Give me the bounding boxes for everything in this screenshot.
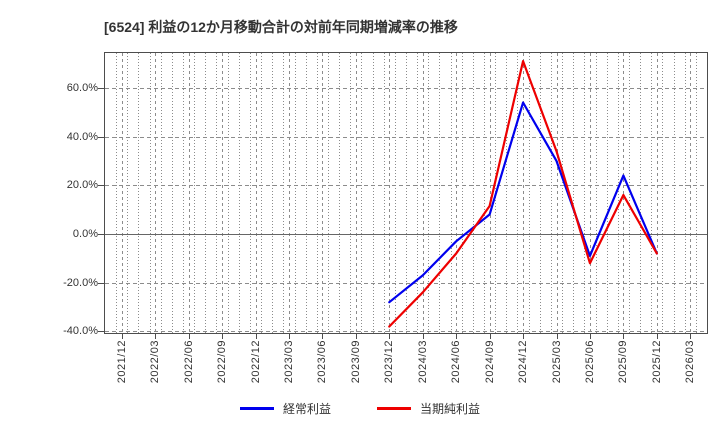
legend-item[interactable]: 当期純利益 xyxy=(377,400,480,417)
series-lines xyxy=(388,60,658,328)
y-axis-tick-label: -40.0% xyxy=(63,325,98,338)
x-axis-tick-mark xyxy=(623,334,624,339)
x-axis-tick-mark xyxy=(155,334,156,339)
x-axis-tick-label: 2023/06 xyxy=(316,340,329,384)
x-axis-tick-mark xyxy=(557,334,558,339)
x-axis-tick-mark xyxy=(322,334,323,339)
series-line xyxy=(388,60,658,328)
y-axis-tick-label: 60.0% xyxy=(66,81,98,94)
plot-svg xyxy=(105,53,707,333)
y-axis-tick-mark xyxy=(98,87,104,89)
x-axis-tick-mark xyxy=(423,334,424,339)
x-axis-tick-label: 2025/09 xyxy=(617,340,630,384)
x-axis-tick-mark xyxy=(690,334,691,339)
x-axis-tick-mark xyxy=(189,334,190,339)
y-axis-tick-label: 20.0% xyxy=(66,179,98,192)
x-axis-tick-label: 2022/03 xyxy=(149,340,162,384)
x-axis-tick-label: 2025/06 xyxy=(583,340,596,384)
gridlines xyxy=(105,53,707,333)
x-axis-tick-label: 2022/09 xyxy=(216,340,229,384)
plot-area xyxy=(104,52,708,334)
x-axis-tick-label: 2025/03 xyxy=(550,340,563,384)
x-axis-tick-label: 2024/09 xyxy=(483,340,496,384)
x-axis-tick-label: 2026/03 xyxy=(684,340,697,384)
x-axis-tick-label: 2021/12 xyxy=(115,340,128,384)
y-axis-tick-label: 40.0% xyxy=(66,130,98,143)
x-axis-tick-label: 2024/03 xyxy=(416,340,429,384)
x-axis-tick-label: 2025/12 xyxy=(650,340,663,384)
x-axis-tick-mark xyxy=(356,334,357,339)
y-axis-tick-mark xyxy=(98,331,104,333)
y-axis-tick-mark xyxy=(98,282,104,284)
x-axis-tick-mark xyxy=(456,334,457,339)
y-axis-tick-mark xyxy=(98,185,104,187)
legend-label: 当期純利益 xyxy=(420,402,481,416)
y-axis-tick-mark xyxy=(98,234,104,235)
x-axis-tick-label: 2023/12 xyxy=(383,340,396,384)
x-axis-tick-label: 2023/03 xyxy=(282,340,295,384)
x-axis-tick-mark xyxy=(289,334,290,339)
x-axis-tick-label: 2022/06 xyxy=(182,340,195,384)
chart-legend: 経常利益 当期純利益 xyxy=(0,400,720,417)
x-axis-tick-label: 2023/09 xyxy=(349,340,362,384)
x-axis-tick-label: 2024/06 xyxy=(450,340,463,384)
series-line xyxy=(388,101,658,304)
x-axis-tick-mark xyxy=(657,334,658,339)
x-axis-tick-mark xyxy=(590,334,591,339)
chart-title: [6524] 利益の12か月移動合計の対前年同期増減率の推移 xyxy=(104,19,458,35)
y-axis-tick-label: 0.0% xyxy=(72,228,98,240)
x-axis-tick-label: 2024/12 xyxy=(517,340,530,384)
x-axis-tick-mark xyxy=(222,334,223,339)
x-axis-tick-mark xyxy=(256,334,257,339)
legend-line-swatch xyxy=(239,407,274,410)
legend-line-swatch xyxy=(377,407,411,410)
legend-item[interactable]: 経常利益 xyxy=(239,400,331,417)
legend-label: 経常利益 xyxy=(282,402,331,416)
y-axis-tick-label: -20.0% xyxy=(63,276,98,289)
x-axis-tick-mark xyxy=(490,334,491,339)
y-axis-tick-mark xyxy=(98,136,104,138)
x-axis-tick-mark xyxy=(523,334,524,339)
x-axis-tick-mark xyxy=(122,334,123,339)
x-axis-tick-mark xyxy=(389,334,390,339)
x-axis-tick-label: 2022/12 xyxy=(249,340,262,384)
